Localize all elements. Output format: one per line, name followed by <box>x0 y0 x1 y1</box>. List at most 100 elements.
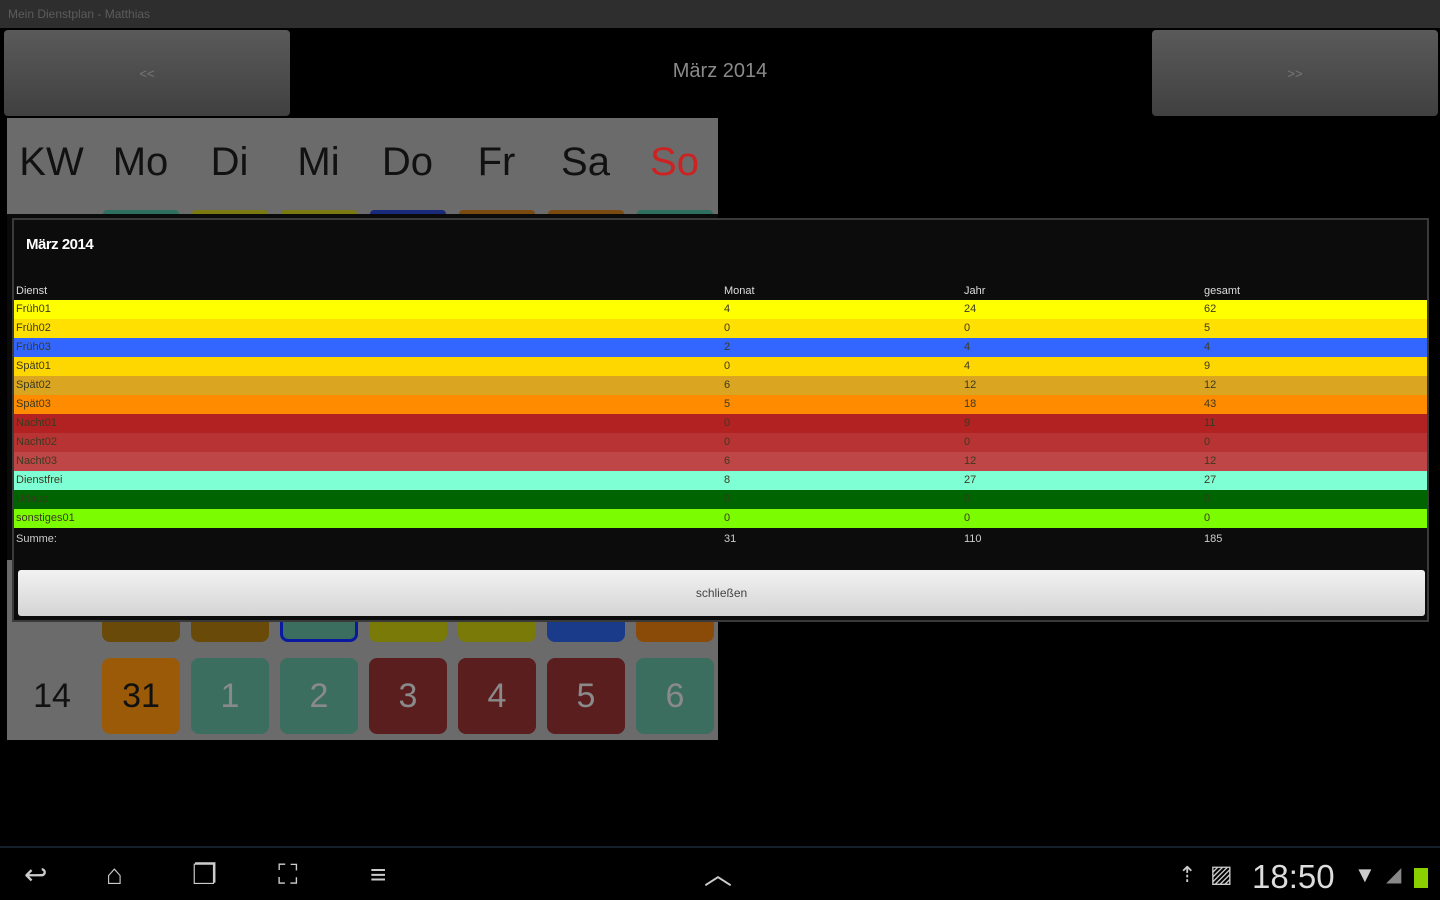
week-number: 14 <box>33 676 71 715</box>
dienst-name: Spät02 <box>16 379 51 391</box>
prev-month-button[interactable]: << <box>4 30 290 116</box>
dienst-name: Früh01 <box>16 303 51 315</box>
sum-label: Summe: <box>16 533 57 545</box>
table-row: Früh03 2 4 4 <box>14 338 1427 357</box>
sum-monat: 31 <box>724 533 737 545</box>
signal-icon: ◢ <box>1386 864 1402 886</box>
gesamt-value: 62 <box>1204 303 1217 315</box>
day-cell[interactable]: 1 <box>191 658 269 734</box>
battery-icon <box>1414 868 1428 888</box>
jahr-value: 9 <box>964 417 971 429</box>
dienst-name: Früh02 <box>16 322 51 334</box>
table-row: Spät03 5 18 43 <box>14 395 1427 414</box>
jahr-value: 12 <box>964 379 977 391</box>
upload-icon: ⇡ <box>1178 862 1197 887</box>
table-row: Nacht02 0 0 0 <box>14 433 1427 452</box>
jahr-value: 0 <box>964 512 971 524</box>
jahr-value: 0 <box>964 322 971 334</box>
column-header: Dienst <box>16 285 48 297</box>
monat-value: 0 <box>724 493 731 505</box>
jahr-value: 18 <box>964 398 977 410</box>
day-cell[interactable]: 31 <box>102 658 180 734</box>
monat-value: 0 <box>724 436 731 448</box>
dienst-name: Spät03 <box>16 398 51 410</box>
gesamt-value: 0 <box>1204 436 1211 448</box>
monat-value: 6 <box>724 379 731 391</box>
weekday-header: So <box>650 140 699 184</box>
system-bar: ↩ ⌂ ❐ ⛶ ≡ ︿ ⇡ ▨ 18:50 ▼ ◢ <box>0 846 1440 900</box>
gesamt-value: 4 <box>1204 341 1211 353</box>
weekday-header: Fr <box>477 140 516 184</box>
monat-value: 6 <box>724 455 731 467</box>
chevron-up-icon[interactable]: ︿ <box>704 859 733 890</box>
month-label: März 2014 <box>672 60 768 82</box>
statistics-dialog: März 2014 Dienst Monat Jahr gesamt Früh0… <box>12 218 1429 622</box>
dienst-name: Nacht03 <box>16 455 57 467</box>
table-row: Nacht03 6 12 12 <box>14 452 1427 471</box>
close-button[interactable]: schließen <box>18 570 1425 616</box>
image-icon: ▨ <box>1210 861 1233 888</box>
monat-value: 5 <box>724 398 731 410</box>
table-row: Spät02 6 12 12 <box>14 376 1427 395</box>
monat-value: 4 <box>724 303 731 315</box>
monat-value: 0 <box>724 417 731 429</box>
app-title: Mein Dienstplan - Matthias <box>0 0 1440 28</box>
dienst-name: sonstiges01 <box>16 512 75 524</box>
jahr-value: 27 <box>964 474 977 486</box>
dienst-name: Nacht01 <box>16 417 57 429</box>
monat-value: 2 <box>724 341 731 353</box>
gesamt-value: 43 <box>1204 398 1217 410</box>
next-month-button[interactable]: >> <box>1152 30 1438 116</box>
gesamt-value: 12 <box>1204 379 1217 391</box>
jahr-value: 12 <box>964 455 977 467</box>
weekday-header: Mi <box>297 140 340 184</box>
monat-value: 0 <box>724 512 731 524</box>
dienst-name: Urlaub <box>16 493 49 505</box>
sum-row: Summe: 31 110 185 <box>14 530 1427 549</box>
gesamt-value: 0 <box>1204 493 1211 505</box>
dienst-name: Nacht02 <box>16 436 57 448</box>
back-icon[interactable]: ↩ <box>24 859 48 890</box>
jahr-value: 4 <box>964 341 971 353</box>
table-row: Spät01 0 4 9 <box>14 357 1427 376</box>
jahr-value: 4 <box>964 360 971 372</box>
day-cell[interactable]: 6 <box>636 658 714 734</box>
day-cell[interactable]: 3 <box>369 658 447 734</box>
clock: 18:50 <box>1252 858 1335 895</box>
table-row: Urlaub 0 0 0 <box>14 490 1427 509</box>
dienst-name: Dienstfrei <box>16 474 63 486</box>
gesamt-value: 0 <box>1204 512 1211 524</box>
dienst-name: Spät01 <box>16 360 51 372</box>
day-cell[interactable]: 5 <box>547 658 625 734</box>
dialog-title: März 2014 <box>26 236 94 253</box>
gesamt-value: 5 <box>1204 322 1211 334</box>
screenshot-icon[interactable]: ⛶ <box>278 859 298 890</box>
weekday-header: Mo <box>112 140 169 184</box>
column-header: gesamt <box>1204 285 1241 297</box>
home-icon[interactable]: ⌂ <box>106 859 123 890</box>
table-row: sonstiges01 0 0 0 <box>14 509 1427 528</box>
table-header: Dienst Monat Jahr gesamt <box>14 282 1427 301</box>
table-row: Früh01 4 24 62 <box>14 300 1427 319</box>
day-cell[interactable]: 4 <box>458 658 536 734</box>
weekday-header: Sa <box>561 140 610 184</box>
sum-gesamt: 185 <box>1204 533 1223 545</box>
dienst-name: Früh03 <box>16 341 51 353</box>
menu-icon[interactable]: ≡ <box>370 859 387 890</box>
recent-apps-icon[interactable]: ❐ <box>192 859 218 890</box>
gesamt-value: 27 <box>1204 474 1217 486</box>
day-cell[interactable]: 2 <box>280 658 358 734</box>
jahr-value: 0 <box>964 493 971 505</box>
jahr-value: 24 <box>964 303 977 315</box>
weekday-header: Di <box>210 140 249 184</box>
table-row: Nacht01 0 9 11 <box>14 414 1427 433</box>
gesamt-value: 9 <box>1204 360 1211 372</box>
wifi-icon: ▼ <box>1354 862 1376 887</box>
table-row: Dienstfrei 8 27 27 <box>14 471 1427 490</box>
monat-value: 0 <box>724 322 731 334</box>
monat-value: 0 <box>724 360 731 372</box>
sum-jahr: 110 <box>964 533 982 545</box>
monat-value: 8 <box>724 474 731 486</box>
jahr-value: 0 <box>964 436 971 448</box>
gesamt-value: 11 <box>1204 417 1216 429</box>
